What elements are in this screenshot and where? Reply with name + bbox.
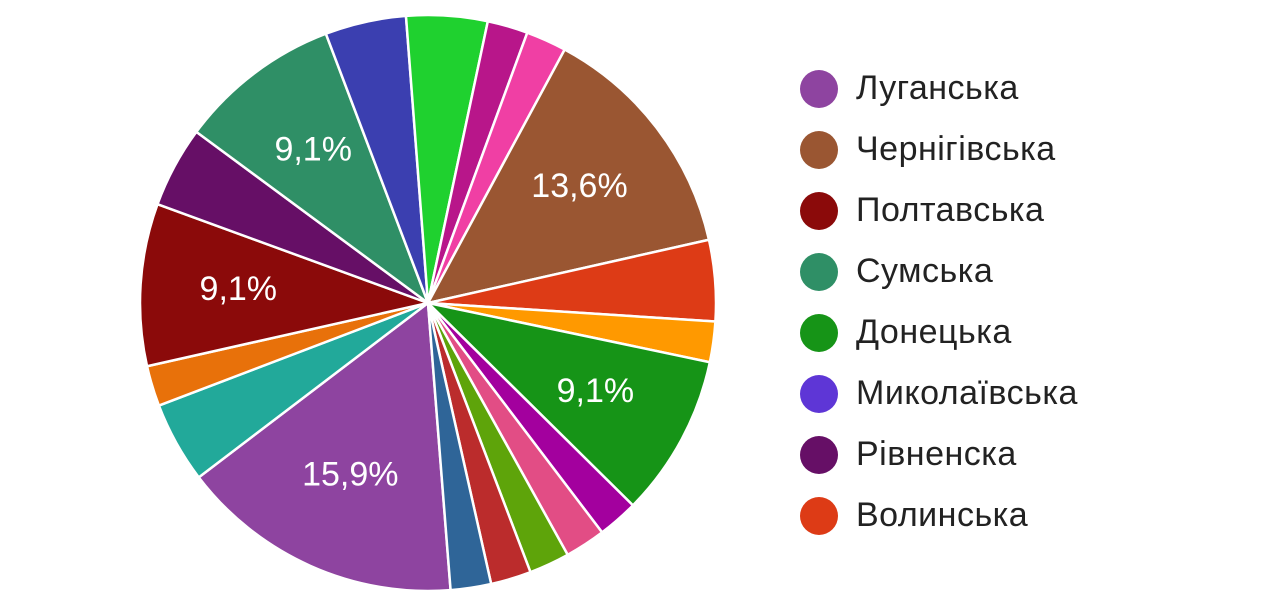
legend-label: Полтавська <box>856 191 1045 229</box>
pie-slice-18[interactable] <box>426 301 493 592</box>
legend-item-rivnenska[interactable]: Рівненска <box>800 424 1078 485</box>
legend-item-sumska[interactable]: Сумська <box>800 241 1078 302</box>
slice-percent-label: 15,9% <box>302 455 398 493</box>
legend-label: Волинська <box>856 496 1029 534</box>
pie-slice-донецька[interactable] <box>426 301 712 507</box>
legend-swatch <box>800 191 838 230</box>
legend-item-luhanska[interactable]: Луганська <box>800 58 1078 119</box>
legend-swatch <box>800 252 838 291</box>
legend-swatch <box>800 496 838 535</box>
legend-item-volynska[interactable]: Волинська <box>800 485 1078 546</box>
slice-percent-label: 13,6% <box>531 167 627 205</box>
pie-slice-луганська[interactable] <box>197 301 452 593</box>
chart-legend: Луганська Чернігівська Полтавська Сумськ… <box>800 58 1078 546</box>
slice-percent-label: 9,1% <box>557 372 635 410</box>
legend-item-poltavska[interactable]: Полтавська <box>800 180 1078 241</box>
legend-label: Чернігівська <box>856 130 1056 168</box>
legend-swatch <box>800 374 838 413</box>
slice-percent-label: 9,1% <box>274 130 352 168</box>
legend-item-donetska[interactable]: Донецька <box>800 302 1078 363</box>
pie-slice-чернігівська[interactable] <box>426 48 711 305</box>
legend-swatch <box>800 313 838 352</box>
legend-label: Рівненска <box>856 435 1017 473</box>
legend-swatch <box>800 435 838 474</box>
legend-label: Миколаївська <box>856 374 1078 412</box>
legend-swatch <box>800 69 838 108</box>
pie-slice-полтавська[interactable] <box>138 202 430 368</box>
legend-label: Донецька <box>856 313 1012 351</box>
pie-chart: 15,9% 9,1% 9,1% 13,6% 9,1% <box>138 13 718 593</box>
pie-slice-labels: 15,9% 9,1% 9,1% 13,6% 9,1% <box>200 130 635 493</box>
slice-percent-label: 9,1% <box>200 270 278 308</box>
legend-item-mykolaivska[interactable]: Миколаївська <box>800 363 1078 424</box>
legend-swatch <box>800 130 838 169</box>
legend-item-chernihivska[interactable]: Чернігівська <box>800 119 1078 180</box>
legend-label: Луганська <box>856 69 1019 107</box>
pie-slice-сумська[interactable] <box>195 32 430 305</box>
legend-label: Сумська <box>856 252 994 290</box>
pie-slices <box>138 13 718 593</box>
